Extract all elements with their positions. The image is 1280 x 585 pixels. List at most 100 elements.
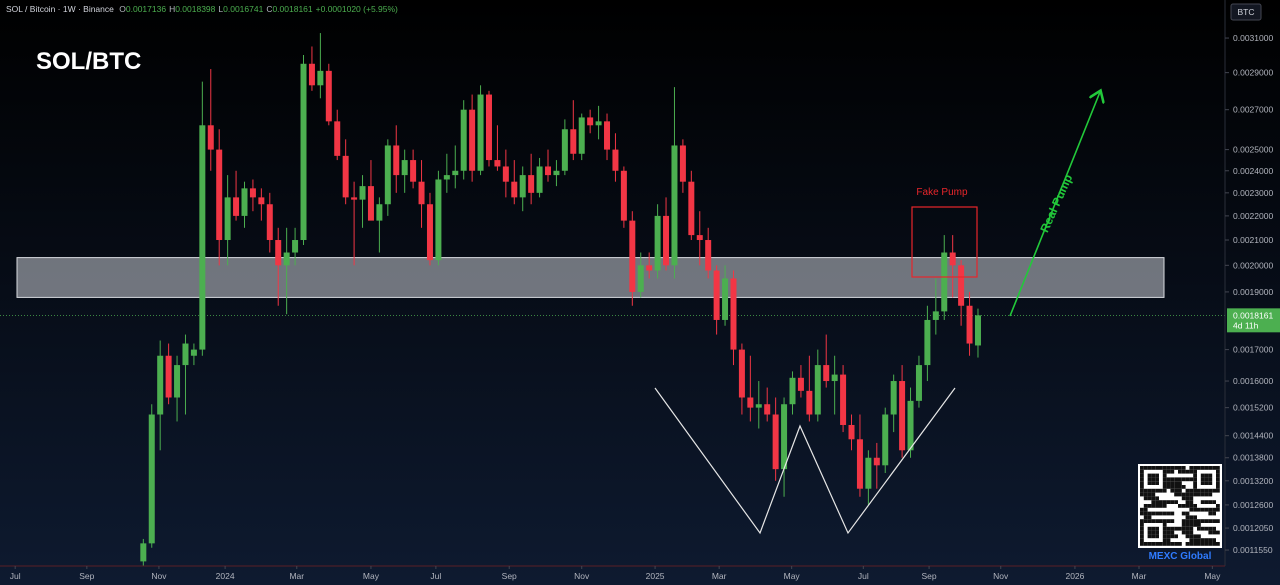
qr-cell	[1170, 488, 1175, 493]
y-tick-label: 0.0023000	[1233, 188, 1273, 198]
symbol: SOL / Bitcoin · 1W · Binance	[6, 4, 114, 14]
candle-body	[797, 377, 804, 391]
qr-cell	[1151, 534, 1156, 539]
qr-cell	[1162, 526, 1167, 531]
qr-cell	[1193, 519, 1197, 523]
qr-cell	[1181, 526, 1186, 531]
candle-body	[148, 414, 155, 544]
qr-cell	[1208, 542, 1213, 546]
candle-body	[646, 265, 653, 271]
qr-cell	[1181, 496, 1186, 501]
candle-body	[587, 117, 594, 126]
x-tick-label: 2024	[216, 571, 235, 581]
qr-cell	[1151, 492, 1156, 497]
candle-body	[612, 149, 619, 171]
qr-cell	[1140, 507, 1144, 512]
y-tick-label: 0.0013200	[1233, 476, 1273, 486]
qr-cell	[1189, 507, 1194, 512]
candle-body	[705, 240, 712, 271]
currency-box	[1230, 3, 1262, 21]
ohlc-key: O	[119, 4, 126, 14]
candle-body	[848, 424, 855, 440]
candle-body	[545, 166, 552, 176]
qr-cell	[1212, 507, 1216, 512]
qr-cell	[1181, 511, 1186, 516]
candle-body	[300, 63, 307, 241]
candle-body	[443, 175, 450, 180]
qr-cell	[1147, 473, 1152, 478]
qr-cell	[1204, 466, 1209, 470]
candle-body	[342, 155, 349, 198]
qr-cell	[1170, 511, 1175, 516]
qr-cell	[1185, 496, 1190, 501]
qr-cell	[1181, 523, 1186, 527]
candle-body	[663, 215, 670, 266]
qr-cell	[1159, 488, 1163, 493]
candle-body	[233, 197, 240, 216]
qr-cell	[1208, 481, 1213, 485]
qr-cell	[1197, 519, 1201, 523]
qr-cell	[1143, 488, 1148, 493]
qr-cell	[1166, 466, 1171, 470]
candle-body	[789, 377, 796, 405]
qr-cell	[1189, 500, 1194, 504]
y-tick-label: 0.0013800	[1233, 453, 1273, 463]
candle-body	[856, 439, 863, 489]
qr-cell	[1208, 530, 1213, 535]
x-tick-label: Jul	[858, 571, 869, 581]
qr-cell	[1178, 492, 1182, 497]
qr-cell	[1185, 523, 1190, 527]
qr-cell	[1197, 488, 1201, 493]
qr-cell	[1185, 515, 1190, 520]
y-tick-label: 0.0031000	[1233, 33, 1273, 43]
qr-cell	[1216, 507, 1220, 512]
qr-cell	[1185, 469, 1190, 474]
qr-cell	[1216, 481, 1220, 485]
qr-cell	[1212, 530, 1216, 535]
qr-cell	[1181, 519, 1186, 523]
qr-cell	[1170, 526, 1175, 531]
qr-cell	[1140, 485, 1144, 489]
qr-cell	[1193, 538, 1197, 542]
candle-body	[722, 278, 729, 320]
qr-cell	[1159, 519, 1163, 523]
qr-cell	[1162, 511, 1167, 516]
x-tick-label: Nov	[151, 571, 167, 581]
qr-cell	[1166, 530, 1171, 535]
candle-body	[351, 197, 358, 200]
qr-cell	[1200, 473, 1205, 478]
candle-body	[477, 94, 484, 171]
ohlc-value: 0.0018398	[175, 4, 216, 14]
qr-cell	[1162, 542, 1167, 546]
qr-cell	[1166, 469, 1171, 474]
candle-body	[224, 197, 231, 241]
candle-body	[469, 109, 476, 171]
qr-cell	[1204, 492, 1209, 497]
fake-pump-label: Fake Pump	[916, 187, 968, 198]
qr-cell	[1185, 534, 1190, 539]
qr-cell	[1151, 477, 1156, 482]
qr-cell	[1162, 469, 1167, 474]
candle-body	[292, 240, 299, 253]
qr-cell	[1189, 542, 1194, 546]
qr-cell	[1197, 542, 1201, 546]
change: +0.0001020 (+5.95%)	[315, 4, 398, 14]
qr-cell	[1147, 515, 1152, 520]
qr-cell	[1185, 492, 1190, 497]
qr-cell	[1212, 538, 1216, 542]
qr-cell	[1166, 526, 1171, 531]
qr-cell	[1170, 519, 1175, 523]
qr-cell	[1208, 500, 1213, 504]
qr-cell	[1162, 523, 1167, 527]
qr-cell	[1216, 473, 1220, 478]
candle-body	[452, 170, 459, 176]
qr-cell	[1193, 485, 1197, 489]
qr-cell	[1200, 507, 1205, 512]
qr-cell	[1162, 519, 1167, 523]
qr-cell	[1178, 504, 1182, 508]
qr-cell	[1155, 466, 1159, 470]
qr-cell	[1166, 485, 1171, 489]
qr-cell	[1170, 469, 1175, 474]
qr-cell	[1200, 538, 1205, 542]
candle-body	[730, 278, 737, 350]
